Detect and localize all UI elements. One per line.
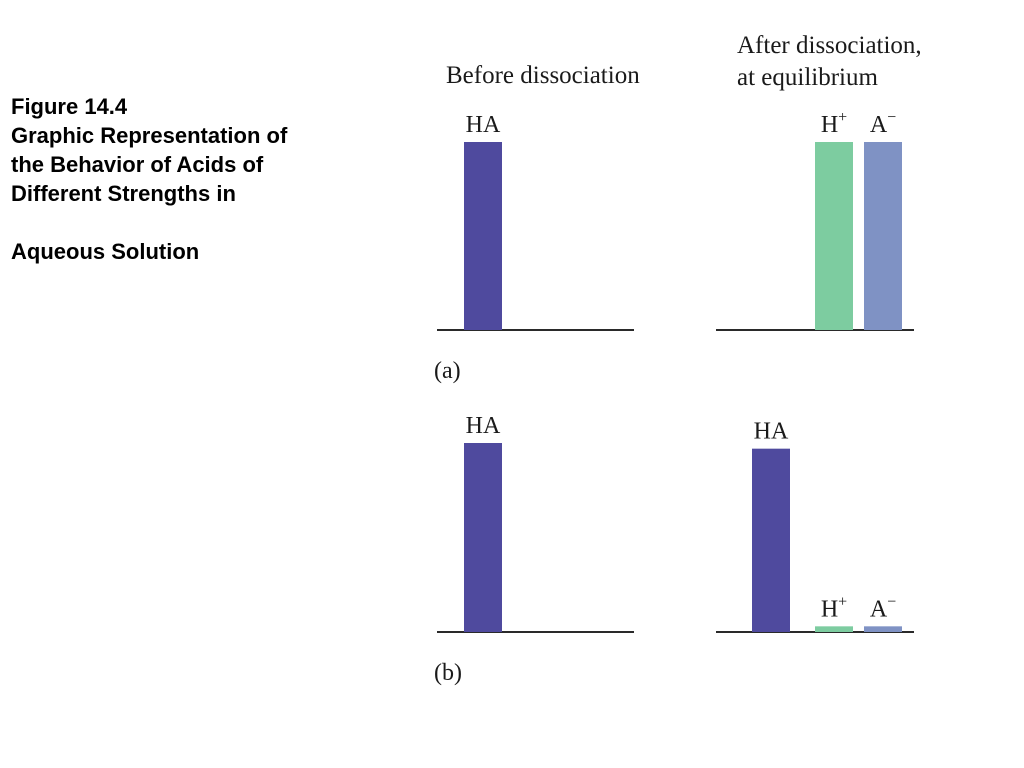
row-b-before-bar-ha [464,443,502,632]
row-b-after-bar-hplus [815,626,853,632]
chart-marks: HA H+ A− (a) HA HA H+ A− (b) [434,109,914,686]
row-b-after-label-aminus: A− [870,593,896,622]
row-a-before-bar-ha [464,142,502,330]
header-before: Before dissociation [446,62,640,89]
caption-title-line-4: Aqueous Solution [11,239,200,264]
row-a-after-bar-aminus [864,142,902,330]
row-a-panel-label: (a) [434,358,461,384]
figure-caption: Figure 14.4 Graphic Representation of th… [11,92,391,266]
row-b-after-label-hplus: H+ [821,593,847,622]
caption-title-line-3: Different Strengths in [11,181,236,206]
header-after-line-1: After dissociation, [737,32,922,59]
row-b-before-label-ha: HA [466,413,501,439]
row-b-panel-label: (b) [434,660,462,686]
row-b-after-bar-ha [752,448,790,632]
row-b-after-label-ha: HA [754,419,789,445]
row-b-after-bar-aminus [864,626,902,632]
row-a-after-bar-hplus [815,142,853,330]
figure-number: Figure 14.4 [11,94,128,119]
row-a-before-label-ha: HA [466,112,501,138]
header-after-line-2: at equilibrium [737,64,878,91]
row-a-after-label-aminus: A− [870,109,896,138]
row-a-after-label-hplus: H+ [821,109,847,138]
caption-title-line-2: the Behavior of Acids of [11,152,264,177]
caption-title-line-1: Graphic Representation of [11,123,288,148]
